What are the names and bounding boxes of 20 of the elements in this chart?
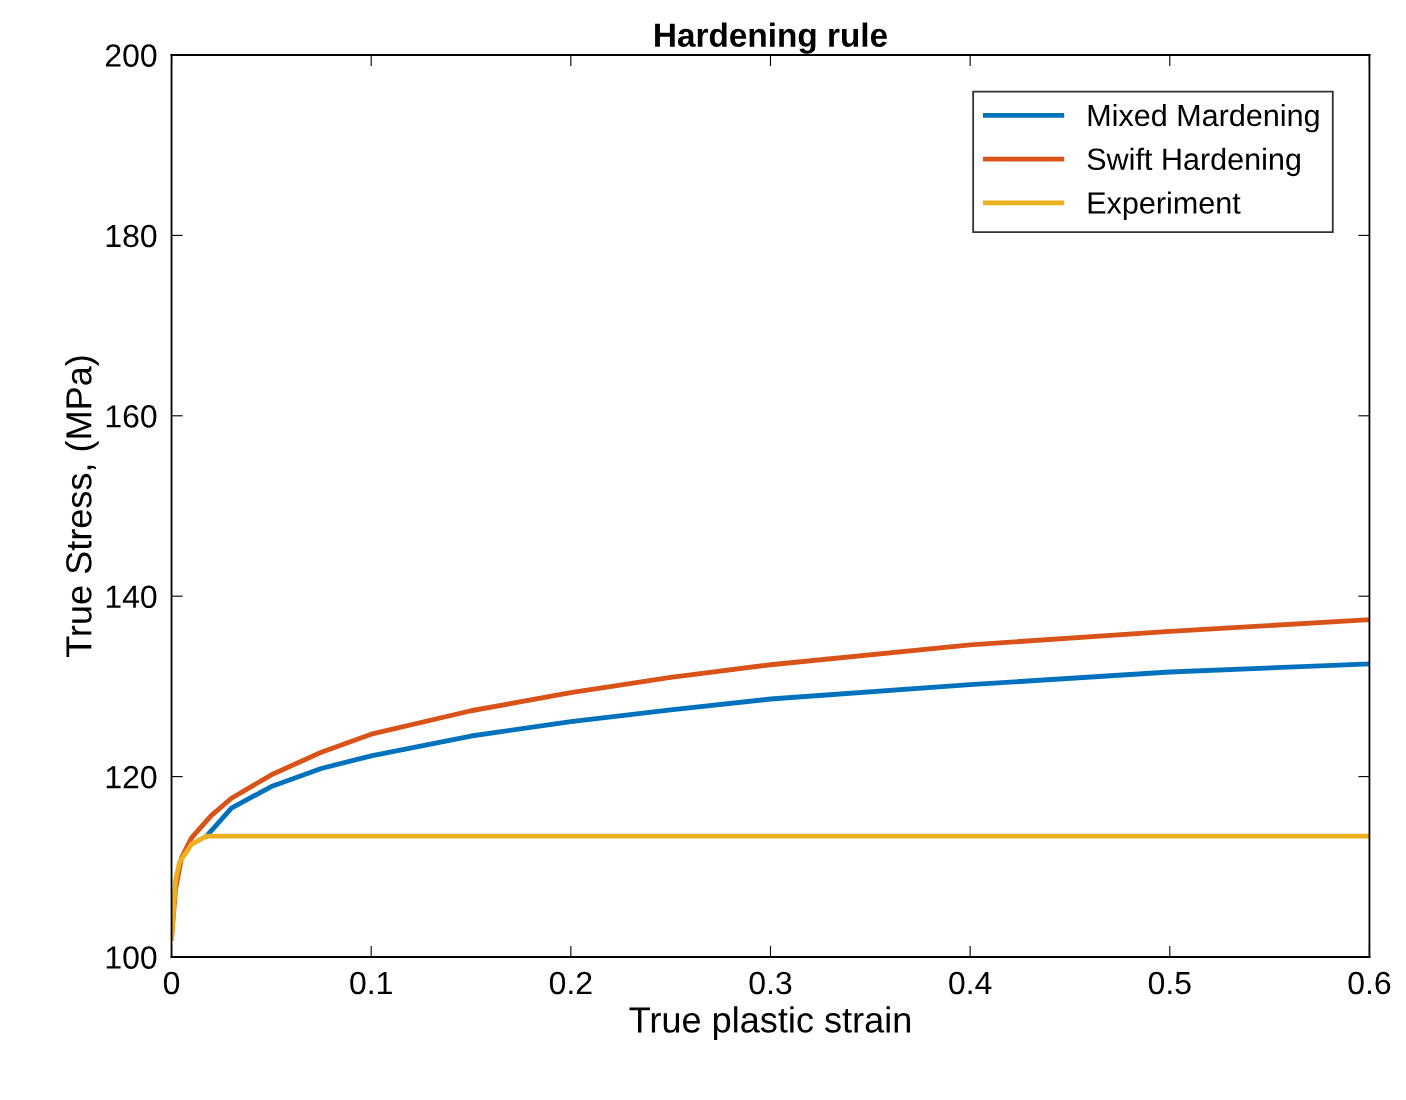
x-tick-label: 0.5 [1148, 971, 1191, 995]
y-tick-label: 200 [105, 44, 157, 67]
x-tick-label: 0.6 [1348, 971, 1391, 995]
chart-title: Hardening rule [655, 22, 887, 54]
x-tick-label: 0.3 [749, 971, 792, 995]
y-tick-label: 180 [106, 224, 157, 248]
x-axis-title: True plastic strain [629, 1006, 910, 1040]
y-axis-title: True Stress, (MPa) [65, 356, 99, 657]
legend-label: Experiment [1088, 191, 1241, 220]
x-tick-label: 0.1 [350, 971, 392, 995]
x-tick-label: 0 [163, 971, 180, 995]
y-tick-label: 140 [106, 585, 157, 609]
y-tick-label: 160 [106, 405, 157, 428]
y-tick-label: 120 [106, 765, 157, 789]
x-tick-label: 0.2 [549, 971, 592, 995]
line-series [171, 833, 1370, 941]
y-tick-label: 100 [106, 946, 157, 969]
legend-label: Swift Hardening [1087, 147, 1300, 177]
legend-label: Mixed Mardening [1088, 103, 1319, 133]
x-tick-label: 0.4 [949, 971, 992, 995]
